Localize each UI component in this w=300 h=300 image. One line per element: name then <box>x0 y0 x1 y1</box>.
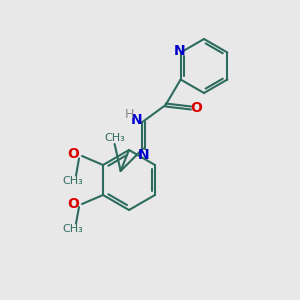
Text: O: O <box>190 101 202 115</box>
Text: N: N <box>137 148 149 162</box>
Text: N: N <box>131 113 142 127</box>
Text: CH₃: CH₃ <box>104 133 125 143</box>
Text: O: O <box>68 197 80 211</box>
Text: H: H <box>125 108 135 122</box>
Text: O: O <box>68 148 80 161</box>
Text: CH₃: CH₃ <box>62 176 83 186</box>
Text: N: N <box>173 44 185 58</box>
Text: CH₃: CH₃ <box>62 224 83 234</box>
